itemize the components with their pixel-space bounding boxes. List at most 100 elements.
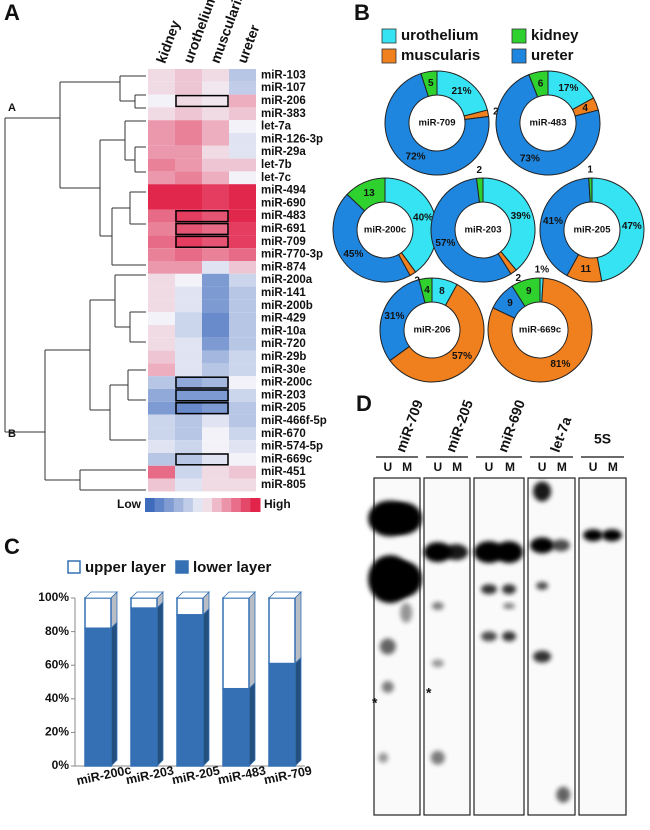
row-label: miR-691 bbox=[261, 223, 306, 235]
donut-slice bbox=[591, 177, 645, 282]
slice-label: 6 bbox=[538, 78, 544, 89]
heatmap-cell bbox=[175, 414, 202, 428]
heatmap-cell bbox=[175, 337, 202, 351]
heatmap-cell bbox=[229, 312, 256, 325]
row-label: miR-141 bbox=[261, 287, 306, 299]
heatmap-cell bbox=[148, 145, 175, 159]
bar bbox=[84, 627, 112, 767]
lane-label: M bbox=[402, 460, 412, 474]
heatmap-cell bbox=[202, 350, 229, 364]
heatmap-cell bbox=[148, 337, 175, 351]
row-label: miR-10a bbox=[261, 325, 306, 337]
heatmap-cell bbox=[148, 414, 175, 428]
legend-swatch bbox=[175, 560, 189, 574]
heatmap-cell bbox=[229, 158, 256, 172]
slice-label: 41% bbox=[543, 216, 563, 227]
heatmap-cell bbox=[148, 235, 175, 249]
bar-side bbox=[294, 656, 302, 767]
panel-label: C bbox=[4, 534, 20, 559]
bar bbox=[130, 597, 158, 609]
heatmap-cell bbox=[148, 273, 175, 287]
heatmap-cell bbox=[202, 325, 229, 338]
x-tick-label: miR-203 bbox=[125, 763, 176, 787]
heatmap-cell bbox=[202, 389, 229, 402]
heatmap-cell bbox=[229, 453, 256, 466]
heatmap-cell bbox=[175, 440, 202, 453]
bar bbox=[176, 614, 204, 767]
legend-label: kidney bbox=[531, 27, 579, 44]
slice-label: 31% bbox=[384, 311, 404, 322]
heatmap-cell bbox=[175, 299, 202, 313]
slice-label: 2 bbox=[476, 165, 482, 176]
row-label: let-7c bbox=[261, 172, 292, 184]
blot-band bbox=[533, 481, 552, 502]
heatmap-cell bbox=[148, 133, 175, 146]
slice-label: 17% bbox=[558, 83, 578, 94]
probe-label: miR-709 bbox=[392, 397, 426, 454]
heatmap-cell bbox=[175, 261, 202, 274]
blot-band bbox=[444, 544, 469, 561]
heatmap-cell bbox=[148, 299, 175, 313]
row-label: let-7b bbox=[261, 159, 292, 171]
heatmap-cell bbox=[175, 465, 202, 479]
blot-band bbox=[400, 602, 413, 623]
cluster-label: B bbox=[8, 428, 16, 440]
colorbar-cell bbox=[154, 498, 165, 512]
colorbar-cell bbox=[240, 498, 251, 512]
bar bbox=[268, 597, 296, 665]
legend-swatch bbox=[67, 560, 81, 574]
slice-label: 73% bbox=[520, 153, 540, 164]
bar bbox=[268, 662, 296, 767]
heatmap-cell bbox=[202, 453, 229, 466]
colorbar-cell bbox=[212, 498, 223, 512]
heatmap-cell bbox=[175, 197, 202, 210]
slice-label: 45% bbox=[343, 249, 363, 260]
heatmap-cell bbox=[148, 401, 175, 415]
blot-band bbox=[474, 541, 504, 564]
donut-title: miR-205 bbox=[574, 225, 612, 236]
row-label: let-7a bbox=[261, 121, 292, 133]
heatmap-cell bbox=[175, 235, 202, 249]
donut-slice bbox=[528, 70, 549, 98]
heatmap-cell bbox=[229, 465, 256, 479]
probe-label: 5S bbox=[594, 431, 611, 447]
row-label: miR-709 bbox=[261, 236, 306, 248]
heatmap-cell bbox=[148, 81, 175, 95]
heatmap-cell bbox=[175, 273, 202, 287]
blot-band bbox=[502, 631, 516, 642]
lane-label: U bbox=[485, 460, 494, 474]
donut-slice bbox=[418, 277, 433, 304]
colorbar-cell bbox=[192, 498, 203, 512]
bar bbox=[84, 597, 112, 629]
heatmap-cell bbox=[175, 325, 202, 338]
bar-top bbox=[176, 591, 210, 599]
bar-side bbox=[202, 607, 210, 767]
heatmap-cell bbox=[148, 363, 175, 377]
colorbar-cell bbox=[202, 498, 213, 512]
highlight-box bbox=[175, 222, 229, 236]
heatmap-cell bbox=[175, 171, 202, 185]
heatmap-cell bbox=[229, 286, 256, 300]
lane-label: U bbox=[538, 460, 547, 474]
blot-band bbox=[530, 537, 555, 554]
heatmap-cell bbox=[229, 389, 256, 402]
column-label: ureter bbox=[234, 22, 263, 65]
row-label: miR-126-3p bbox=[261, 133, 323, 145]
bar bbox=[222, 597, 250, 690]
panel-label: B bbox=[354, 0, 370, 25]
heatmap-cell bbox=[202, 120, 229, 133]
y-tick-label: 20% bbox=[45, 725, 69, 739]
heatmap-cell bbox=[175, 350, 202, 364]
heatmap-cell bbox=[148, 453, 175, 466]
blot-band bbox=[533, 650, 552, 663]
heatmap-cell bbox=[148, 248, 175, 261]
row-label: miR-574-5p bbox=[261, 441, 323, 453]
slice-label: 72% bbox=[406, 151, 426, 162]
heatmap-cell bbox=[175, 478, 202, 492]
heatmap-cell bbox=[229, 94, 256, 108]
row-label: miR-451 bbox=[261, 466, 306, 478]
highlight-box bbox=[175, 235, 229, 248]
heatmap-cell bbox=[175, 69, 202, 82]
blot-band bbox=[502, 584, 516, 595]
heatmap-cell bbox=[202, 81, 229, 95]
